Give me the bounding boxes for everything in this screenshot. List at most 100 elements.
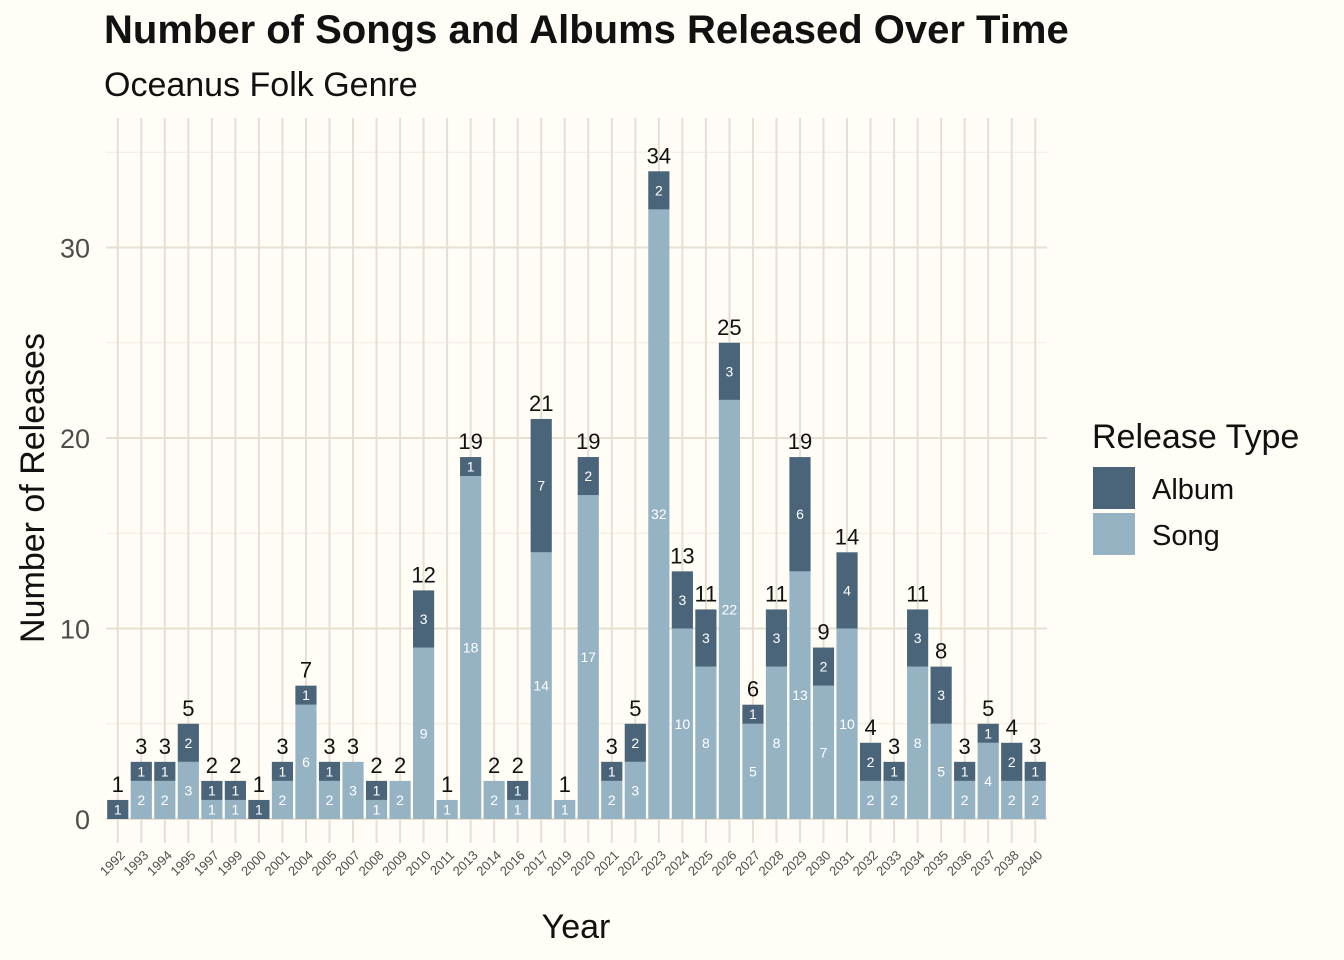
total-label: 3 [1029, 734, 1041, 759]
y-tick-label: 10 [60, 615, 90, 645]
bar-song [883, 780, 905, 819]
bar-album [577, 457, 599, 496]
x-tick-label: 2023 [638, 848, 669, 879]
bar-album [648, 171, 670, 210]
x-tick-label: 1992 [97, 848, 128, 879]
bar-song [413, 647, 435, 819]
x-tick-label: 2019 [544, 848, 575, 879]
segment-label-song: 32 [651, 506, 667, 522]
legend-title: Release Type [1092, 418, 1299, 456]
total-label: 13 [670, 543, 694, 568]
total-label: 3 [276, 734, 288, 759]
bar-album [365, 780, 388, 800]
bar-album [460, 457, 482, 477]
x-tick-label: 2030 [803, 848, 834, 879]
legend-label-song: Song [1152, 520, 1220, 552]
bar-album [977, 723, 999, 743]
total-label: 3 [959, 734, 971, 759]
bar-album [718, 342, 740, 400]
segment-label-album: 3 [914, 630, 922, 646]
x-tick-label: 1999 [214, 848, 245, 879]
total-label: 5 [629, 696, 641, 721]
segment-label-song: 14 [533, 678, 549, 694]
bar-album [836, 552, 858, 629]
segment-label-song: 3 [349, 782, 357, 798]
bar-album [154, 761, 176, 781]
total-label: 3 [135, 734, 147, 759]
bar-song [554, 799, 576, 819]
x-tick-label: 2027 [732, 848, 763, 879]
x-tick-label: 2033 [873, 848, 904, 879]
x-axis-title: Year [542, 908, 611, 946]
bar-song [1001, 780, 1023, 819]
bar-album [1024, 761, 1046, 781]
bar-album [789, 457, 811, 572]
x-tick-label: 2038 [991, 848, 1022, 879]
x-tick-label: 2007 [332, 848, 363, 879]
chart-title: Number of Songs and Albums Released Over… [104, 8, 1069, 52]
x-tick-label: 1995 [167, 848, 198, 879]
bar-album [271, 761, 294, 781]
x-tick-label: 2035 [920, 848, 951, 879]
bar-album [624, 723, 646, 762]
segment-label-song: 6 [302, 754, 310, 770]
bar-song [718, 399, 740, 819]
chart-subtitle: Oceanus Folk Genre [104, 66, 418, 104]
segment-label-song: 1 [514, 801, 522, 817]
bar-album [695, 609, 717, 667]
total-label: 11 [694, 581, 717, 606]
segment-label-album: 3 [937, 687, 945, 703]
x-tick-label: 2005 [309, 848, 340, 879]
bar-song [483, 780, 505, 819]
x-tick-label: 1994 [144, 848, 175, 879]
bar-song [648, 209, 670, 819]
bar-album [671, 571, 693, 629]
bar-song [201, 799, 223, 819]
bar-song [295, 704, 317, 819]
total-label: 1 [441, 772, 453, 797]
bar-album [1001, 742, 1023, 781]
x-tick-label: 2016 [497, 848, 528, 879]
bar-song [318, 780, 341, 819]
x-tick-label: 2013 [450, 848, 481, 879]
bar-album [177, 723, 199, 762]
segment-label-album: 2 [820, 659, 828, 675]
segment-label-song: 2 [279, 792, 287, 808]
bar-song [765, 666, 788, 819]
x-tick-label: 2001 [262, 848, 293, 879]
segment-label-song: 2 [608, 792, 616, 808]
segment-label-album: 1 [514, 782, 522, 798]
bar-album [812, 647, 835, 686]
segment-label-album: 3 [678, 592, 686, 608]
segment-label-album: 3 [420, 611, 428, 627]
segment-label-song: 8 [773, 735, 781, 751]
x-tick-label: 2029 [779, 848, 810, 879]
segment-label-song: 1 [443, 801, 451, 817]
segment-label-album: 1 [961, 763, 969, 779]
bar-album [201, 780, 223, 800]
segment-label-album: 3 [702, 630, 710, 646]
x-tick-label: 2021 [591, 848, 622, 879]
segment-label-album: 1 [890, 763, 898, 779]
x-tick-label: 2025 [685, 848, 716, 879]
segment-label-album: 1 [255, 801, 263, 817]
bar-album [530, 418, 552, 553]
segment-label-album: 2 [1008, 754, 1016, 770]
segment-label-song: 5 [937, 763, 945, 779]
bar-album [954, 761, 976, 781]
segment-label-song: 2 [490, 792, 498, 808]
bar-song [695, 666, 717, 819]
segment-label-album: 1 [279, 763, 287, 779]
legend-swatch-song [1093, 513, 1135, 555]
total-label: 1 [559, 772, 571, 797]
total-label: 2 [229, 753, 241, 778]
total-label: 3 [347, 734, 359, 759]
segment-label-song: 8 [702, 735, 710, 751]
segment-label-song: 10 [839, 716, 855, 732]
bar-song [907, 666, 929, 819]
segment-label-album: 1 [984, 725, 992, 741]
bar-song [530, 552, 552, 819]
bar-song [859, 780, 882, 819]
segment-label-album: 7 [537, 478, 545, 494]
total-label: 12 [411, 562, 435, 587]
